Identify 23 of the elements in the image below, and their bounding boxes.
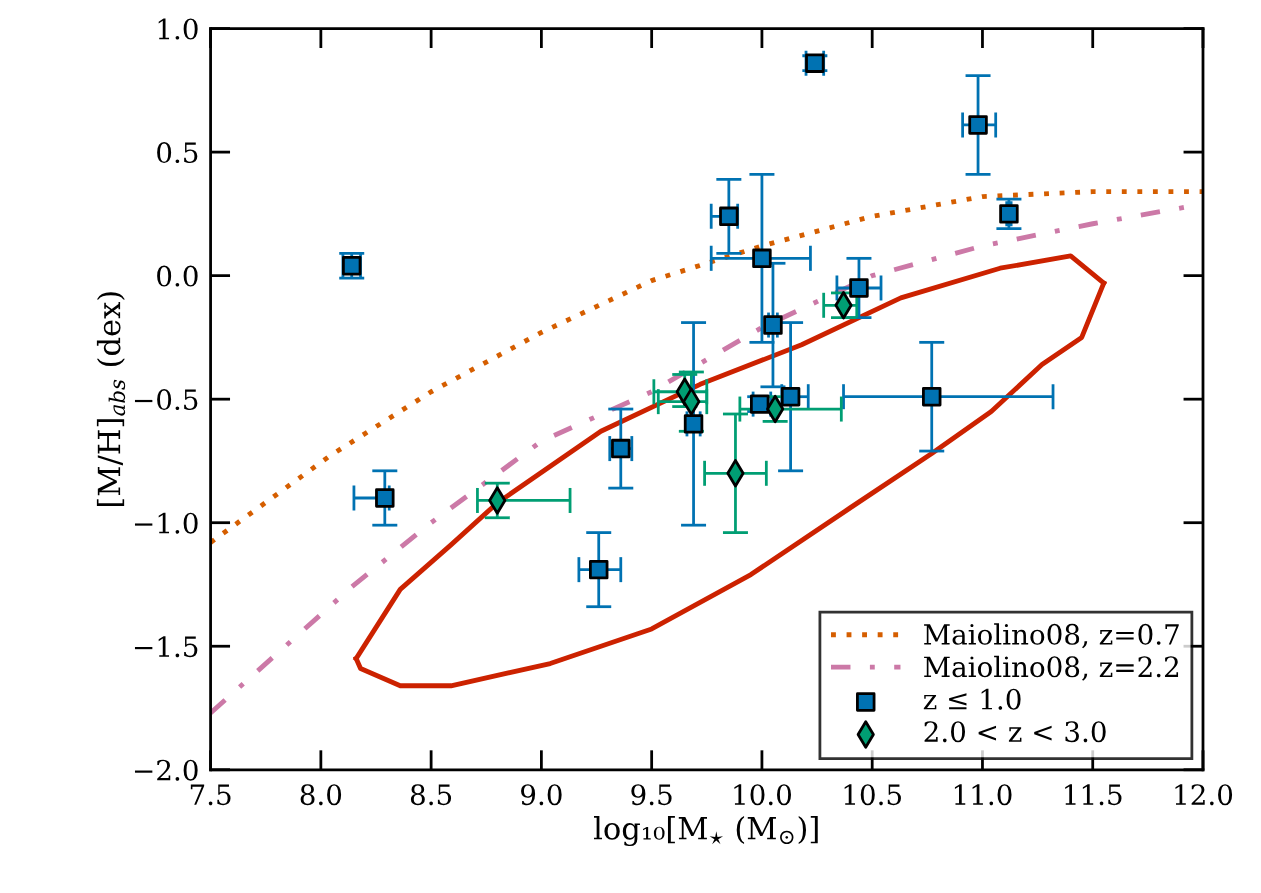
y-tick-label: −2.0	[134, 759, 198, 781]
x-tick-label: 8.5	[410, 784, 452, 806]
legend-label: Maiolino08, z=2.2	[924, 655, 1179, 681]
y-axis-title: [M/H]$_{abs}$ (dex)	[96, 292, 126, 507]
x-tick-label: 12.0	[1175, 784, 1233, 806]
legend-label: Maiolino08, z=0.7	[924, 623, 1179, 649]
x-tick-label: 10.0	[734, 784, 791, 806]
x-tick-label: 11.0	[954, 784, 1012, 806]
y-tick-label: −1.5	[134, 636, 198, 658]
x-tick-label: 8.0	[300, 784, 342, 806]
x-tick-label: 10.5	[844, 784, 901, 806]
y-tick-label: 0.5	[157, 142, 198, 164]
x-tick-label: 9.0	[521, 784, 562, 806]
y-tick-label: −1.0	[134, 512, 198, 534]
y-tick-label: 1.0	[158, 18, 198, 40]
x-axis-title: log₁₀[M$_{⋆}$ (M$_{⊙}$)]	[594, 816, 818, 847]
y-tick-label: 0.0	[157, 265, 198, 287]
legend-label: 2.0 < z < 3.0	[924, 721, 1106, 743]
y-tick-label: −0.5	[134, 389, 198, 411]
legend-label: z ≤ 1.0	[923, 688, 1021, 710]
x-tick-label: 7.5	[190, 784, 231, 806]
x-tick-label: 9.5	[631, 784, 672, 806]
x-tick-label: 11.5	[1065, 784, 1122, 806]
